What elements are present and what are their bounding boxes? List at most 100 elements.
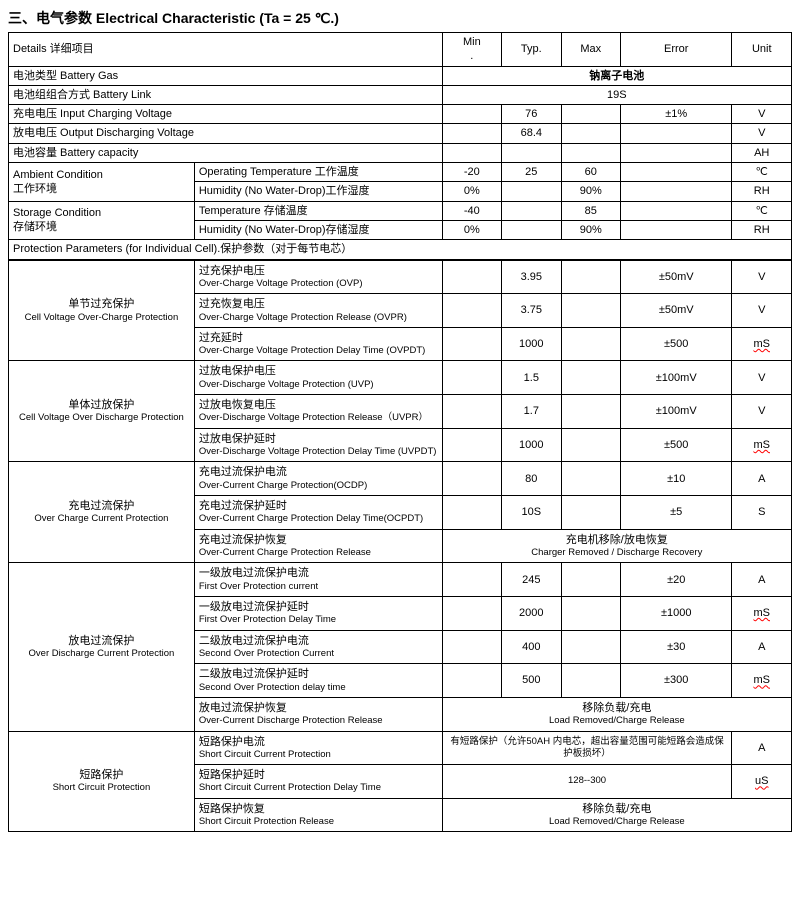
label-ambient: Ambient Condition工作环境	[9, 163, 195, 202]
label-ambient-humidity: Humidity (No Water-Drop)工作湿度	[194, 182, 442, 201]
cell-empty	[561, 294, 620, 328]
cell-typ	[502, 201, 561, 220]
protection-group: 单节过充保护Cell Voltage Over-Charge Protectio…	[9, 260, 195, 361]
protection-param: 过放电保护延时Over-Discharge Voltage Protection…	[194, 428, 442, 462]
protection-table: 单节过充保护Cell Voltage Over-Charge Protectio…	[8, 260, 792, 833]
cell-typ: 245	[502, 563, 561, 597]
cell-span: 128--300	[442, 765, 732, 799]
row-charging-voltage: 充电电压 Input Charging Voltage 76 ±1% V	[9, 105, 792, 124]
protection-group: 放电过流保护Over Discharge Current Protection	[9, 563, 195, 731]
cell-error: ±500	[620, 428, 732, 462]
cell-max: 60	[561, 163, 620, 182]
cell-empty	[442, 294, 501, 328]
cell-typ: 400	[502, 630, 561, 664]
cell-empty	[442, 496, 501, 530]
table-row: 单节过充保护Cell Voltage Over-Charge Protectio…	[9, 260, 792, 294]
cell-unit: A	[732, 731, 792, 765]
cell-unit: A	[732, 462, 792, 496]
cell-unit: mS	[732, 327, 792, 361]
protection-param: 二级放电过流保护电流Second Over Protection Current	[194, 630, 442, 664]
protection-param: 放电过流保护恢复Over-Current Discharge Protectio…	[194, 697, 442, 731]
cell-empty	[561, 395, 620, 429]
protection-group: 充电过流保护Over Charge Current Protection	[9, 462, 195, 563]
cell-empty	[561, 327, 620, 361]
cell-unit: V	[732, 294, 792, 328]
cell-error	[620, 163, 732, 182]
cell-typ: 1000	[502, 327, 561, 361]
cell-error: ±5	[620, 496, 732, 530]
cell-error	[620, 220, 732, 239]
cell-release: 移除负载/充电Load Removed/Charge Release	[442, 697, 791, 731]
cell-unit: V	[732, 361, 792, 395]
cell-max	[561, 124, 620, 143]
cell-typ: 1000	[502, 428, 561, 462]
protection-param: 一级放电过流保护电流First Over Protection current	[194, 563, 442, 597]
label-ambient-temp: Operating Temperature 工作温度	[194, 163, 442, 182]
cell-release: 充电机移除/放电恢复Charger Removed / Discharge Re…	[442, 529, 791, 563]
cell-typ	[502, 220, 561, 239]
cell-empty	[561, 428, 620, 462]
table-row: 放电过流保护Over Discharge Current Protection一…	[9, 563, 792, 597]
row-ambient-temp: Ambient Condition工作环境 Operating Temperat…	[9, 163, 792, 182]
cell-max	[561, 105, 620, 124]
cell-error: ±50mV	[620, 294, 732, 328]
protection-param: 过充恢复电压Over-Charge Voltage Protection Rel…	[194, 294, 442, 328]
protection-header: Protection Parameters (for Individual Ce…	[9, 240, 792, 259]
cell-empty	[561, 361, 620, 395]
cell-error: ±100mV	[620, 361, 732, 395]
cell-error: ±100mV	[620, 395, 732, 429]
cell-unit: A	[732, 563, 792, 597]
table-row: 充电过流保护Over Charge Current Protection充电过流…	[9, 462, 792, 496]
cell-unit: ℃	[732, 163, 792, 182]
row-capacity: 电池容量 Battery capacity AH	[9, 143, 792, 162]
label-storage-humidity: Humidity (No Water-Drop)存储湿度	[194, 220, 442, 239]
cell-unit: V	[732, 260, 792, 294]
hdr-error: Error	[620, 33, 732, 67]
cell-min	[442, 124, 501, 143]
cell-typ: 3.95	[502, 260, 561, 294]
cell-unit: S	[732, 496, 792, 530]
table-header-row: Details 详细项目 Min. Typ. Max Error Unit	[9, 33, 792, 67]
cell-empty	[442, 664, 501, 698]
cell-error: ±1000	[620, 596, 732, 630]
label-capacity: 电池容量 Battery capacity	[9, 143, 443, 162]
label-storage: Storage Condition存储环境	[9, 201, 195, 240]
cell-max	[561, 143, 620, 162]
cell-empty	[442, 361, 501, 395]
protection-param: 过放电恢复电压Over-Discharge Voltage Protection…	[194, 395, 442, 429]
cell-span: 有短路保护（允许50AH 内电芯，超出容量范围可能短路会造成保护板损坏）	[442, 731, 732, 765]
hdr-max: Max	[561, 33, 620, 67]
cell-typ: 10S	[502, 496, 561, 530]
cell-min	[442, 143, 501, 162]
protection-group: 单体过放保护Cell Voltage Over Discharge Protec…	[9, 361, 195, 462]
cell-min: 0%	[442, 220, 501, 239]
cell-typ: 1.5	[502, 361, 561, 395]
cell-unit: mS	[732, 428, 792, 462]
cell-error: ±500	[620, 327, 732, 361]
cell-empty	[442, 596, 501, 630]
protection-param: 过充延时Over-Charge Voltage Protection Delay…	[194, 327, 442, 361]
cell-empty	[442, 260, 501, 294]
cell-min: -20	[442, 163, 501, 182]
cell-typ: 76	[502, 105, 561, 124]
cell-min: -40	[442, 201, 501, 220]
cell-min	[442, 105, 501, 124]
cell-error: ±1%	[620, 105, 732, 124]
cell-empty	[561, 260, 620, 294]
row-storage-temp: Storage Condition存储环境 Temperature 存储温度 -…	[9, 201, 792, 220]
hdr-typ: Typ.	[502, 33, 561, 67]
cell-typ: 3.75	[502, 294, 561, 328]
protection-param: 二级放电过流保护延时Second Over Protection delay t…	[194, 664, 442, 698]
cell-error: ±10	[620, 462, 732, 496]
cell-error	[620, 201, 732, 220]
protection-group: 短路保护Short Circuit Protection	[9, 731, 195, 832]
cell-typ: 1.7	[502, 395, 561, 429]
section-heading: 三、电气参数 Electrical Characteristic (Ta = 2…	[8, 8, 792, 28]
cell-unit: V	[732, 124, 792, 143]
protection-param: 充电过流保护电流Over-Current Charge Protection(O…	[194, 462, 442, 496]
cell-empty	[442, 630, 501, 664]
value-battery-gas: 钠离子电池	[442, 66, 791, 85]
label-charging-voltage: 充电电压 Input Charging Voltage	[9, 105, 443, 124]
cell-min: 0%	[442, 182, 501, 201]
cell-error: ±20	[620, 563, 732, 597]
